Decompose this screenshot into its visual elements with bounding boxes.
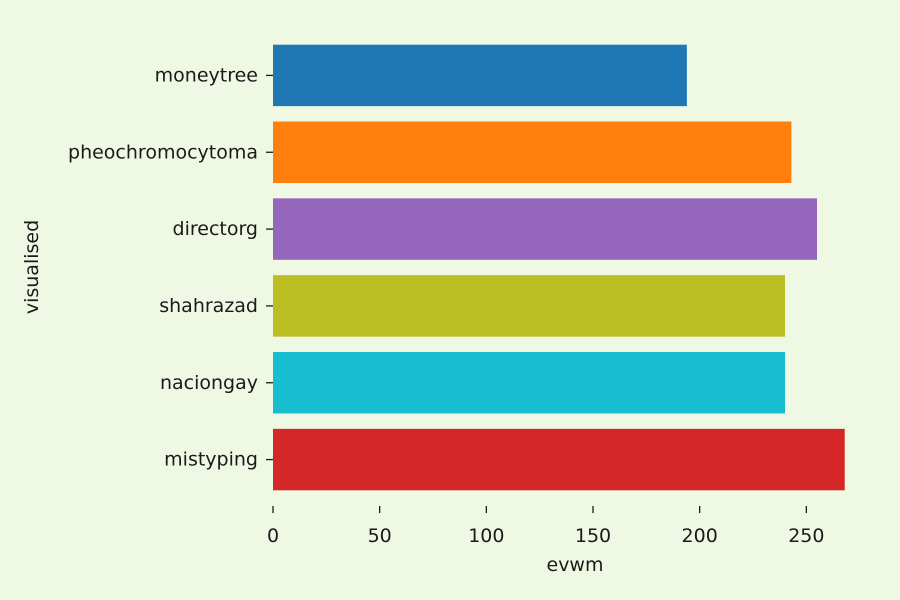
x-tick-label-250: 250 [788,525,824,547]
y-tick-label-pheochromocytoma: pheochromocytoma [68,141,258,163]
y-tick-label-mistyping: mistyping [164,449,258,471]
x-tick-label-0: 0 [267,525,279,547]
y-axis-title: visualised [21,220,43,314]
bar-mistyping [273,428,845,491]
y-tick-label-directorg: directorg [173,218,258,240]
bar-directorg [273,198,817,260]
x-tick-label-100: 100 [468,525,504,547]
y-tick-label-shahrazad: shahrazad [159,295,258,317]
x-tick-label-200: 200 [682,525,718,547]
x-tick-label-50: 50 [368,525,392,547]
y-axis-ticks: moneytree pheochromocytoma directorg shahra… [68,64,273,471]
bar-naciongay [273,352,785,414]
x-axis-ticks: 0 50 100 150 200 250 [267,506,824,547]
y-tick-label-naciongay: naciongay [160,372,258,394]
bars-group [273,44,845,491]
y-tick-label-moneytree: moneytree [155,64,258,86]
x-axis-title: evwm [547,554,604,576]
bar-pheochromocytoma [273,121,792,183]
bar-shahrazad [273,275,785,337]
bar-moneytree [273,44,687,107]
x-tick-label-150: 150 [575,525,611,547]
